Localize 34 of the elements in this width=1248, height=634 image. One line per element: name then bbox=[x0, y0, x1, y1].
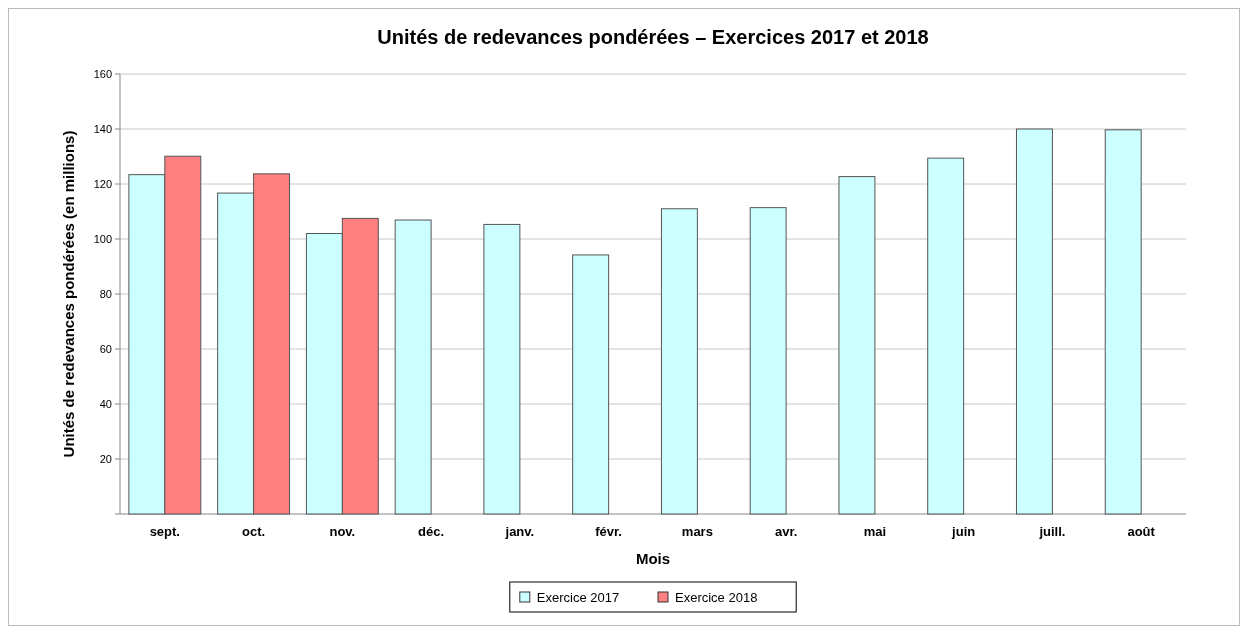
x-tick-label: déc. bbox=[418, 524, 445, 539]
y-tick-label: 160 bbox=[93, 67, 112, 80]
bar bbox=[394, 219, 432, 515]
y-tick-label: 60 bbox=[99, 342, 112, 355]
bar bbox=[749, 207, 787, 515]
x-tick-label: sept. bbox=[149, 524, 180, 539]
x-tick-label: mars bbox=[681, 524, 713, 539]
x-tick-label: août bbox=[1127, 524, 1156, 539]
x-tick-label: juill. bbox=[1038, 524, 1066, 539]
bar bbox=[572, 254, 610, 515]
x-tick-label: oct. bbox=[242, 524, 266, 539]
legend-label: Exercice 2018 bbox=[675, 589, 758, 605]
y-tick-label: 20 bbox=[99, 452, 112, 465]
bar bbox=[483, 223, 521, 515]
x-tick-label: nov. bbox=[329, 524, 356, 539]
chart-title: Unités de redevances pondérées – Exercices 2017 et 2018 bbox=[377, 26, 929, 48]
bar bbox=[660, 208, 698, 515]
x-tick-label: févr. bbox=[595, 524, 622, 539]
y-tick-label: 100 bbox=[93, 232, 112, 245]
x-tick-label: juin bbox=[951, 524, 976, 539]
y-tick-label: 80 bbox=[99, 287, 112, 300]
y-axis-title: Unités de redevances pondérées (en millions) bbox=[60, 130, 77, 458]
y-tick-label: 140 bbox=[93, 122, 112, 135]
legend-label: Exercice 2017 bbox=[536, 589, 620, 605]
x-tick-label: mai bbox=[863, 524, 887, 539]
x-tick-label: avr. bbox=[774, 524, 798, 539]
bar bbox=[1015, 128, 1053, 515]
y-tick-label: 120 bbox=[93, 177, 112, 190]
x-tick-label: janv. bbox=[504, 524, 535, 539]
bar bbox=[927, 157, 965, 515]
bar bbox=[1104, 129, 1142, 515]
x-axis-title: Mois bbox=[635, 550, 671, 567]
y-tick-label: 40 bbox=[99, 397, 112, 410]
bar bbox=[838, 176, 876, 515]
